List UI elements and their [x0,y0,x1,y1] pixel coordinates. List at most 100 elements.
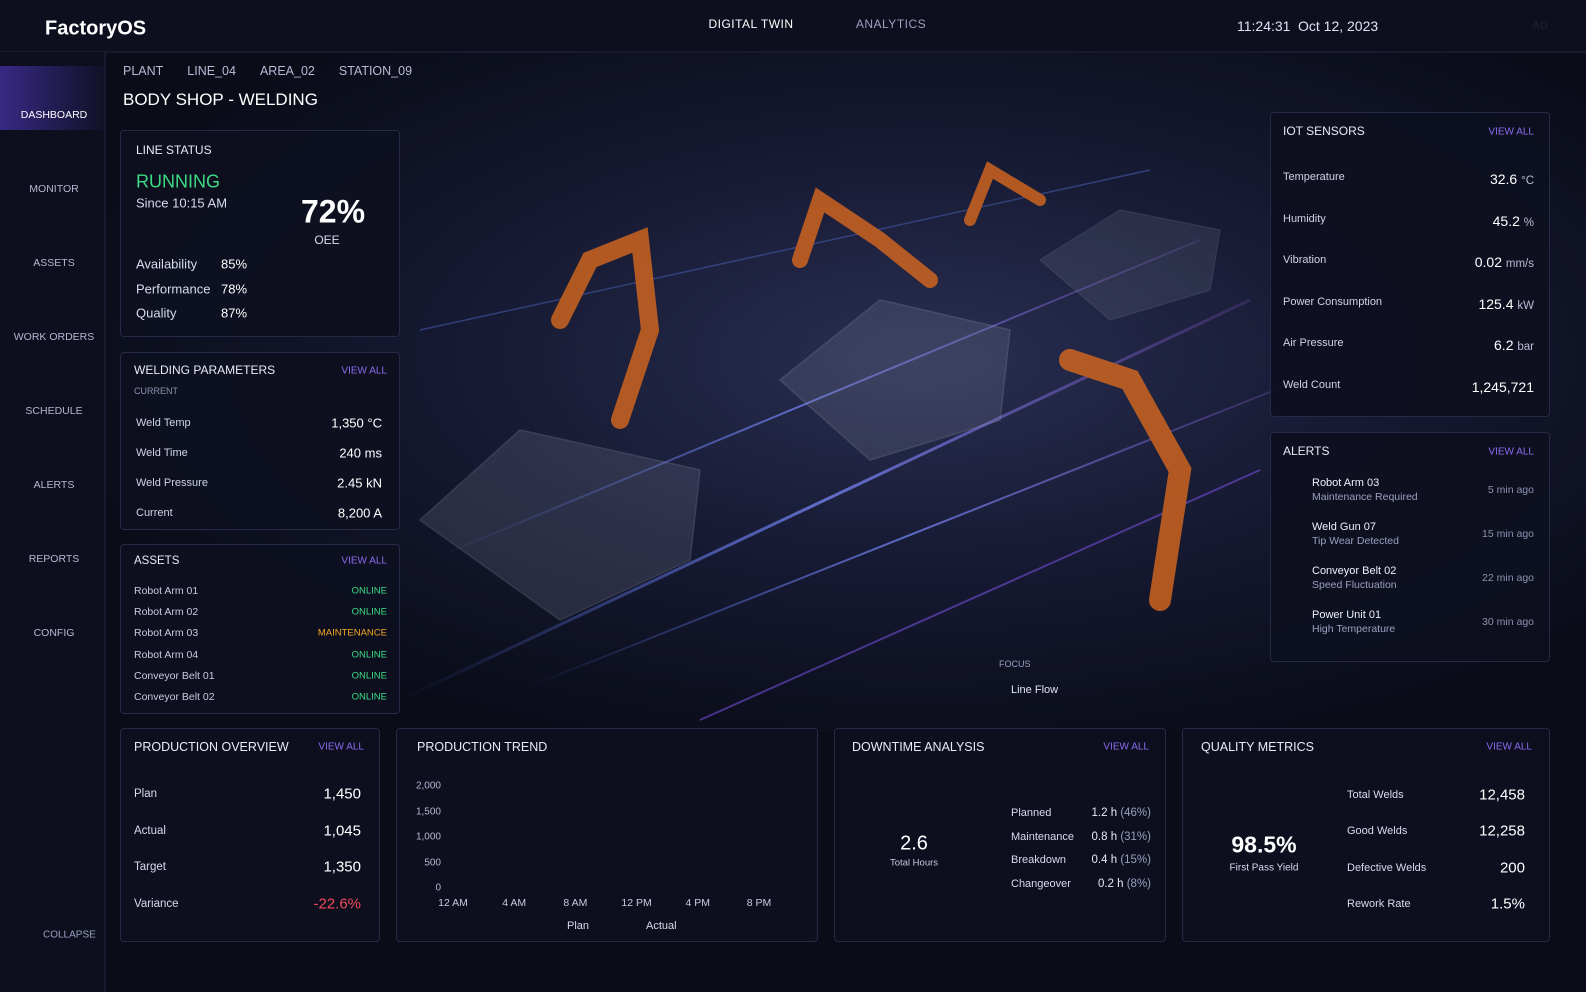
metric-name: Quality [136,305,177,321]
overview-value: -22.6% [313,895,361,913]
view-all[interactable]: VIEW ALL [341,555,387,567]
sensor-name: Temperature [1283,171,1345,183]
asset-name: Robot Arm 03 [134,627,199,640]
iot-panel [1270,112,1550,417]
panel-title: ASSETS [134,555,180,567]
overview-name: Variance [134,898,179,911]
breadcrumb-item[interactable]: STATION_09 [338,64,413,78]
alert-title[interactable]: Weld Gun 07 [1312,521,1377,533]
breadcrumb-item[interactable]: PLANT [123,64,164,78]
overview-value: 1,450 [323,785,361,803]
quality-value: 12,258 [1479,822,1525,840]
unit: °C [367,415,382,431]
alert-title[interactable]: Power Unit 01 [1312,609,1382,621]
breadcrumb: PLANT LINE_04 AREA_02 STATION_09 [123,64,412,78]
unit: kW [1517,299,1534,312]
sensor-name: Vibration [1283,254,1327,267]
unit: % [1523,216,1534,229]
x-tick-label: 4 PM [685,897,711,909]
value: 45.2 [1492,212,1520,229]
alert-time: 30 min ago [1482,616,1534,628]
legend-label: Actual [646,920,677,932]
value: 0.2 h [1097,877,1124,890]
collapse[interactable]: COLLAPSE [43,929,96,941]
avatar-initials: AD [1532,20,1548,32]
nav-label[interactable]: REPORTS [28,553,80,565]
unit: ms [364,445,382,461]
view-all[interactable]: VIEW ALL [1488,446,1534,458]
page-title: BODY SHOP - WELDING [123,90,318,109]
donut-total: 2.6 [900,832,928,855]
asset-name: Robot Arm 02 [134,606,199,619]
alert-detail: Speed Fluctuation [1312,579,1397,591]
downtime-panel [834,728,1166,942]
breadcrumb-item[interactable]: AREA_02 [259,64,315,78]
focus-value[interactable]: Line Flow [1011,684,1059,696]
welding-panel [120,352,400,530]
line-status-panel [120,130,400,337]
alert-detail: Tip Wear Detected [1312,535,1399,547]
nav-label[interactable]: SCHEDULE [25,405,83,417]
value: 0.8 h [1091,830,1118,843]
top-bar [0,0,1586,52]
param-name: Current [136,507,173,519]
view-all[interactable]: VIEW ALL [341,365,387,377]
nav-label[interactable]: CONFIG [33,627,75,639]
panel-title: ALERTS [1283,444,1330,458]
unit: °C [1521,175,1534,187]
nav-label[interactable]: WORK ORDERS [13,331,95,343]
asset-status: ONLINE [351,585,387,597]
x-tick-label: 8 AM [563,897,588,909]
overview-name: Plan [134,788,158,800]
alerts-panel [1270,432,1550,662]
value: 2.45 [337,475,363,491]
quality-value: 1.5% [1490,895,1525,913]
asset-name: Conveyor Belt 02 [134,691,215,703]
tab[interactable]: ANALYTICS [855,17,927,31]
value: 1.2 h [1091,807,1118,819]
alert-time: 15 min ago [1482,528,1534,540]
nav-label[interactable]: ASSETS [33,257,75,269]
x-tick-label: 4 AM [502,897,527,909]
quality-panel [1182,728,1550,942]
alert-title[interactable]: Robot Arm 03 [1312,477,1380,489]
nav-label[interactable]: ALERTS [33,479,75,491]
value: 6.2 [1494,337,1514,354]
nav-label[interactable]: MONITOR [29,183,79,195]
asset-status: MAINTENANCE [317,627,387,639]
value: 125.4 [1478,295,1514,312]
param-value: 1,350 °C [331,416,382,431]
view-all[interactable]: VIEW ALL [318,741,364,753]
value: 1,245,721 [1471,379,1534,395]
sensor-value: 45.2 % [1493,213,1534,229]
asset-name: Robot Arm 04 [134,648,199,661]
value: 8,200 [337,505,371,521]
unit: bar [1517,341,1534,354]
yield-value: 98.5% [1231,831,1297,858]
view-all[interactable]: VIEW ALL [1103,741,1149,753]
quality-name: Good Welds [1347,825,1408,838]
sensor-value: 1,245,721 [1472,379,1534,395]
assets-panel [120,544,400,714]
alert-title[interactable]: Conveyor Belt 02 [1312,565,1397,577]
percent: (15%) [1120,854,1151,867]
percent: (46%) [1120,807,1151,819]
percent: (8%) [1126,877,1151,890]
sensor-value: 6.2 bar [1494,337,1534,353]
yield-caption: First Pass Yield [1229,862,1299,874]
asset-status: ONLINE [351,606,387,618]
unit: A [373,505,382,521]
overview-value: 1,350 [323,858,361,876]
tab[interactable]: DIGITAL TWIN [708,17,794,31]
y-tick-label: 1,000 [415,831,441,843]
nav-label[interactable]: DASHBOARD [20,109,88,121]
param-name: Weld Pressure [136,477,208,489]
view-all[interactable]: VIEW ALL [1486,741,1532,753]
view-all[interactable]: VIEW ALL [1488,126,1534,138]
metric-value: 87% [221,305,248,321]
breadcrumb-item[interactable]: LINE_04 [187,64,236,78]
value: 1,350 [331,415,364,431]
panel-title: WELDING PARAMETERS [134,363,276,377]
legend-label: Plan [567,920,590,932]
x-tick-label: 8 PM [746,897,772,909]
